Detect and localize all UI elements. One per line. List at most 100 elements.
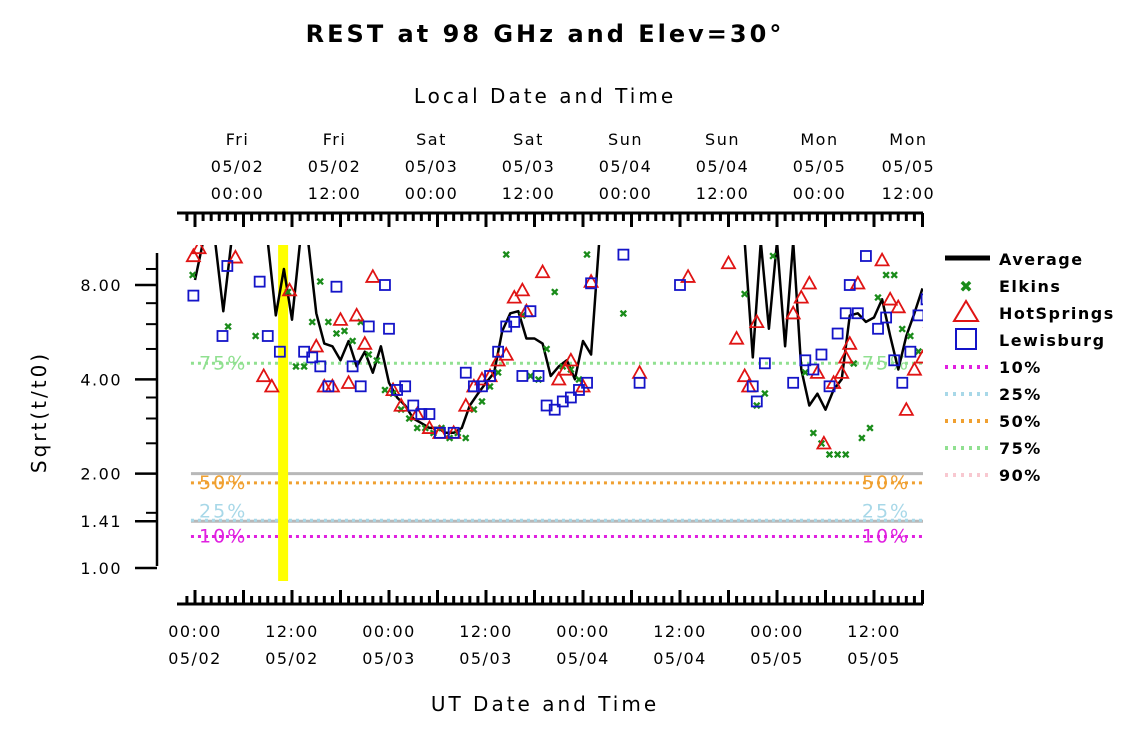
top-tick-time: 12:00 <box>308 184 362 203</box>
percentile-label-right: 50% <box>862 472 910 494</box>
point-lewisburg <box>564 391 577 404</box>
point-elkins: ✖ <box>882 269 891 282</box>
point-elkins: ✖ <box>526 370 535 383</box>
point-hotsprings <box>255 367 272 383</box>
point-lewisburg <box>556 395 569 408</box>
point-lewisburg <box>904 345 917 358</box>
point-hotsprings <box>185 247 202 263</box>
point-lewisburg <box>831 327 844 340</box>
point-lewisburg <box>476 380 488 393</box>
percentile-label-right: 10% <box>862 526 910 548</box>
point-hotsprings <box>906 361 923 376</box>
top-tick-time: 00:00 <box>793 184 847 203</box>
point-hotsprings <box>506 289 523 304</box>
point-hotsprings <box>680 268 697 283</box>
bottom-tick-date: 05/04 <box>653 649 707 668</box>
point-elkins: ✖ <box>413 422 422 435</box>
point-lewisburg <box>492 345 505 358</box>
bottom-tick-time: 12:00 <box>653 622 707 641</box>
legend-label: 75% <box>999 439 1042 458</box>
point-hotsprings <box>332 311 349 326</box>
top-tick-time: 12:00 <box>882 184 936 203</box>
point-lewisburg <box>434 426 446 439</box>
point-elkins: ✖ <box>502 249 511 262</box>
top-tick-day: Fri <box>323 130 347 149</box>
point-lewisburg <box>306 351 319 364</box>
point-lewisburg <box>187 289 200 302</box>
point-lewisburg <box>379 279 391 291</box>
bottom-tick-date: 05/03 <box>459 649 513 668</box>
point-elkins: ✖ <box>865 422 874 435</box>
legend-label: 10% <box>999 358 1042 377</box>
point-elkins: ✖ <box>224 320 233 333</box>
top-tick-day: Fri <box>226 130 250 149</box>
point-elkins: ✖ <box>619 307 628 320</box>
point-lewisburg <box>674 279 686 291</box>
point-elkins: ✖ <box>291 360 300 373</box>
point-lewisburg <box>354 380 367 393</box>
point-elkins: ✖ <box>809 427 818 440</box>
top-tick-day: Mon <box>889 130 927 149</box>
point-hotsprings <box>837 349 854 364</box>
top-tick-day: Sun <box>608 130 643 149</box>
point-lewisburg <box>467 380 480 393</box>
point-lewisburg <box>415 408 428 420</box>
point-hotsprings <box>833 364 850 379</box>
point-lewisburg <box>746 380 759 393</box>
top-tick-date: 05/04 <box>696 157 750 176</box>
point-elkins: ✖ <box>926 250 935 263</box>
percentile-label-left: 50% <box>199 472 247 494</box>
top-tick-day: Mon <box>800 130 838 149</box>
point-elkins: ✖ <box>348 335 357 348</box>
point-elkins: ✖ <box>477 395 486 408</box>
top-tick-day: Sat <box>416 130 447 149</box>
top-tick-date: 05/05 <box>882 157 936 176</box>
point-hotsprings <box>498 346 515 361</box>
point-lewisburg <box>633 376 646 389</box>
point-elkins: ✖ <box>740 288 749 301</box>
point-lewisburg <box>391 384 403 396</box>
top-tick-date: 05/05 <box>793 157 847 176</box>
legend: Average ✖ Elkins HotSprings Lewisburg 10% 25% 5… <box>945 250 1113 485</box>
top-tick-time: 00:00 <box>211 184 265 203</box>
point-lewisburg <box>362 320 375 333</box>
point-hotsprings <box>898 401 915 416</box>
y-tick-label: 1.41 <box>80 512 122 531</box>
point-hotsprings <box>736 367 753 383</box>
point-lewisburg <box>888 354 901 367</box>
point-lewisburg <box>524 305 537 318</box>
bottom-tick-time: 00:00 <box>556 622 610 641</box>
point-lewisburg <box>896 376 909 389</box>
point-lewisburg <box>815 348 828 361</box>
point-elkins: ✖ <box>914 346 923 359</box>
bottom-tick-time: 12:00 <box>847 622 901 641</box>
bottom-tick-time: 12:00 <box>459 622 513 641</box>
point-lewisburg <box>322 380 335 393</box>
point-elkins: ✖ <box>405 412 414 425</box>
point-hotsprings <box>393 397 410 412</box>
point-elkins: ✖ <box>760 388 769 401</box>
point-elkins: ✖ <box>817 437 826 450</box>
legend-label: 25% <box>999 385 1042 404</box>
point-hotsprings <box>308 337 325 353</box>
point-elkins: ✖ <box>469 404 478 417</box>
point-lewisburg <box>330 280 343 293</box>
bottom-tick-date: 05/03 <box>362 649 416 668</box>
point-elkins: ✖ <box>582 249 591 262</box>
x-axis-title: UT Date and Time <box>431 692 659 716</box>
point-elkins: ✖ <box>364 349 373 362</box>
percentile-label-left: 25% <box>199 500 247 522</box>
point-hotsprings <box>922 327 923 329</box>
bottom-tick-time: 00:00 <box>362 622 416 641</box>
point-elkins: ✖ <box>898 323 907 336</box>
top-tick-time: 12:00 <box>696 184 750 203</box>
point-elkins: ✖ <box>857 432 866 445</box>
point-lewisburg <box>851 307 864 320</box>
point-elkins: ✖ <box>550 286 559 299</box>
legend-hotsprings-swatch <box>952 299 980 322</box>
bottom-tick-date: 05/05 <box>750 649 804 668</box>
bottom-tick-time: 00:00 <box>750 622 804 641</box>
percentile-label-right: 25% <box>862 500 910 522</box>
top-tick-date: 05/02 <box>308 157 362 176</box>
